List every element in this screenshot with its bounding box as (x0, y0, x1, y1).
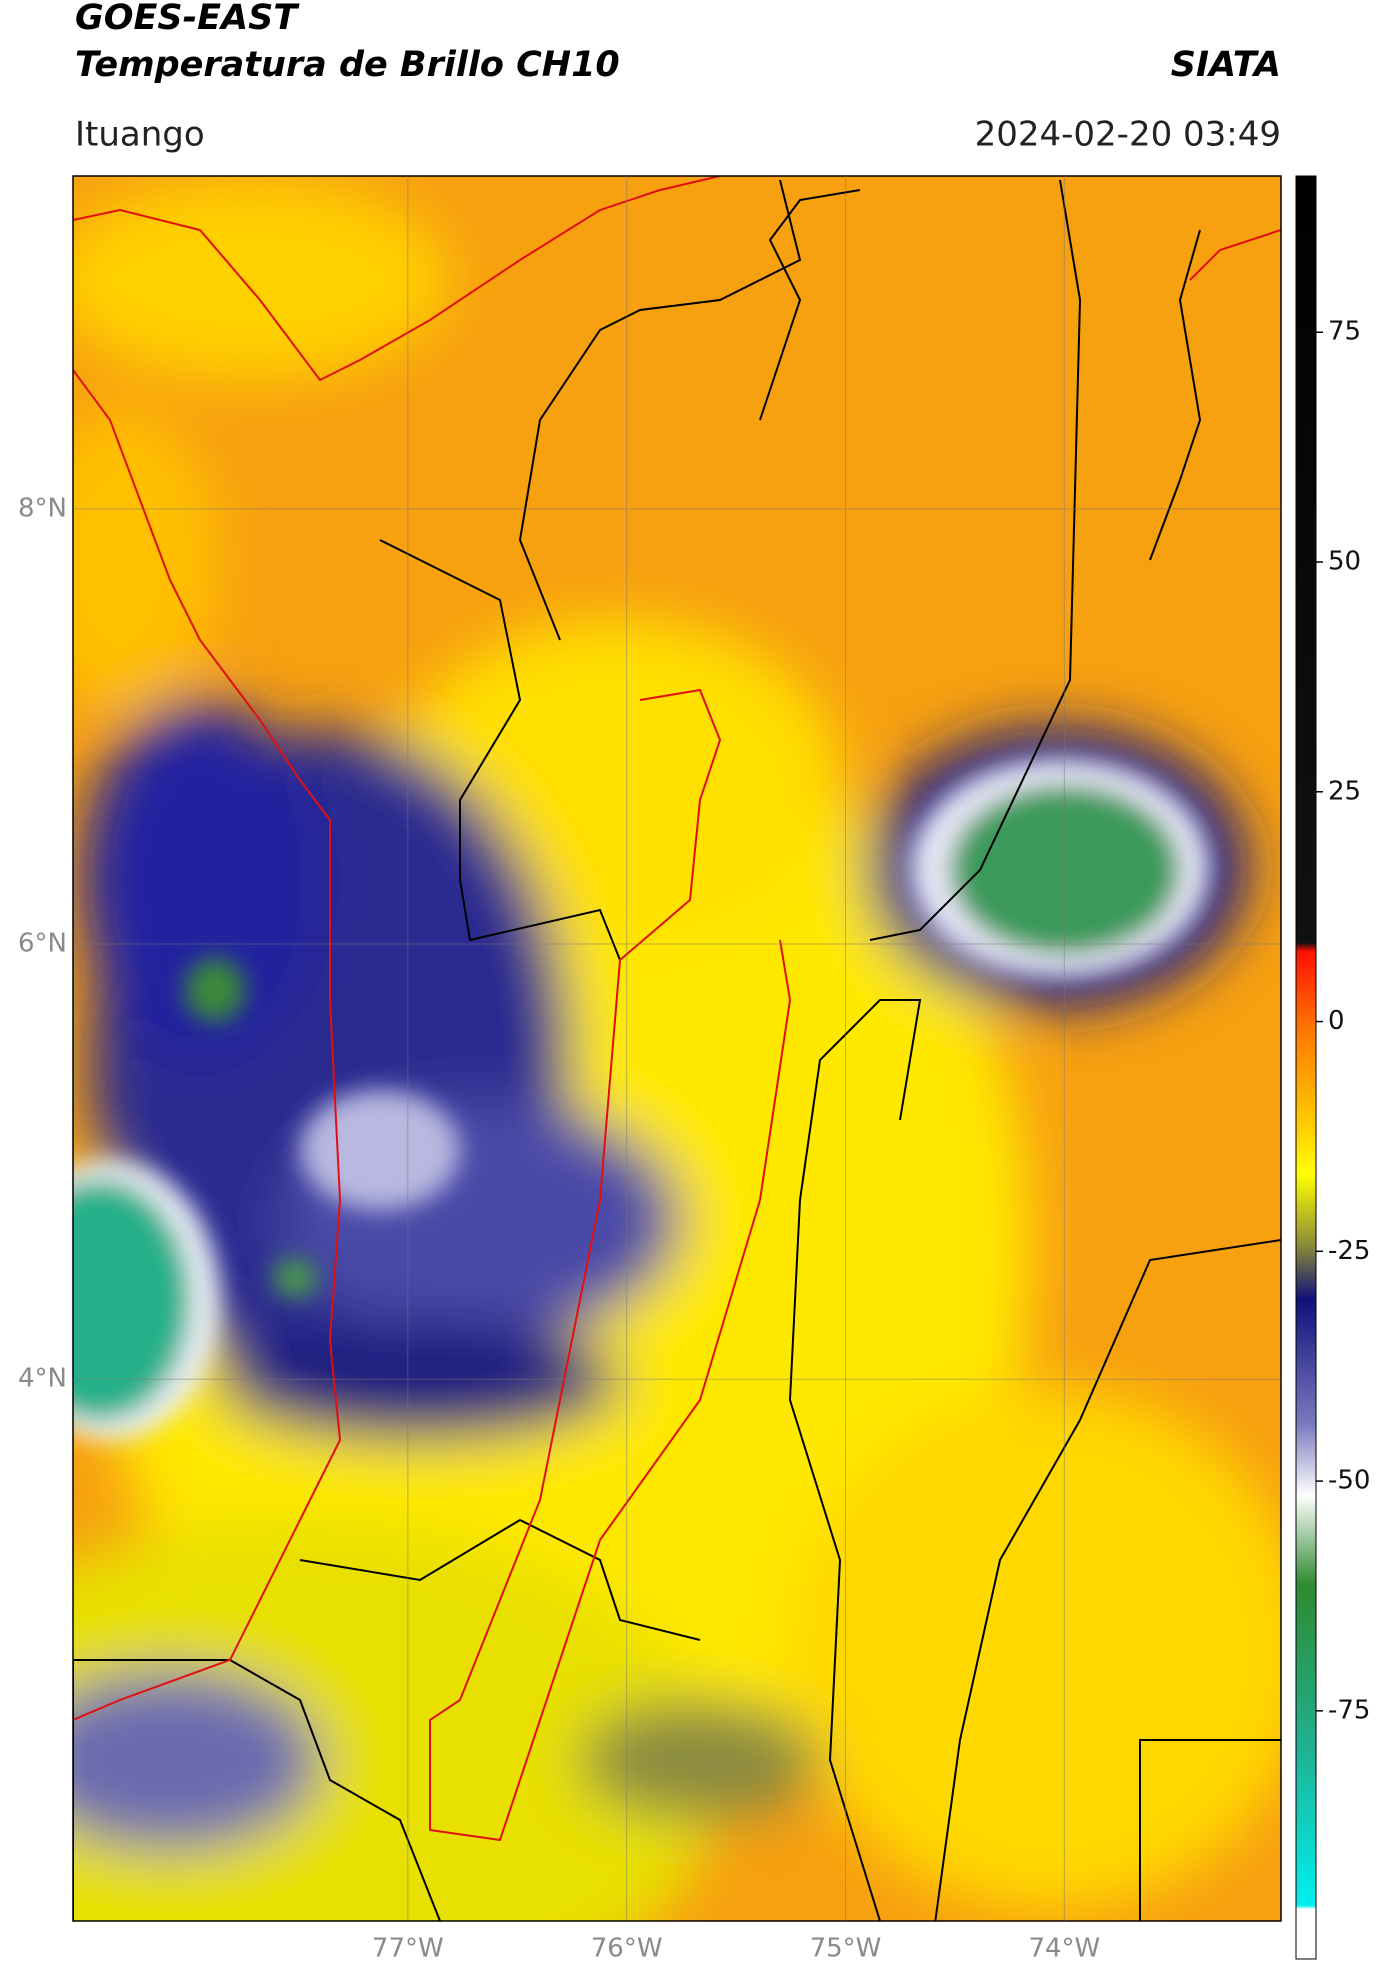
satellite-image (73, 176, 1281, 1921)
y-tick-label: 6°N (18, 929, 67, 959)
timestamp: 2024-02-20 03:49 (975, 115, 1281, 155)
x-tick-label: 75°W (810, 1934, 882, 1964)
brand: SIATA (1171, 45, 1281, 85)
y-tick-label: 4°N (18, 1364, 67, 1394)
colorbar-tick-label: -75 (1328, 1695, 1370, 1725)
location: Ituango (75, 115, 205, 155)
colorbar-tick-label: -25 (1328, 1236, 1370, 1266)
colorbar-tick-label: 50 (1328, 547, 1361, 577)
colorbar-tick-label: 75 (1328, 317, 1361, 347)
colorbar-tick-label: -50 (1328, 1466, 1370, 1496)
title: GOES-EAST (75, 0, 300, 38)
subtitle: Temperatura de Brillo CH10 (75, 45, 620, 85)
x-tick-label: 74°W (1028, 1934, 1100, 1964)
map-frame (72, 175, 1282, 1922)
x-tick-label: 77°W (372, 1934, 444, 1964)
y-tick-label: 8°N (18, 493, 67, 523)
colorbar-tick-label: 0 (1328, 1006, 1345, 1036)
colorbar (1295, 175, 1317, 1960)
colorbar-tick-label: 25 (1328, 776, 1361, 806)
x-tick-label: 76°W (591, 1934, 663, 1964)
